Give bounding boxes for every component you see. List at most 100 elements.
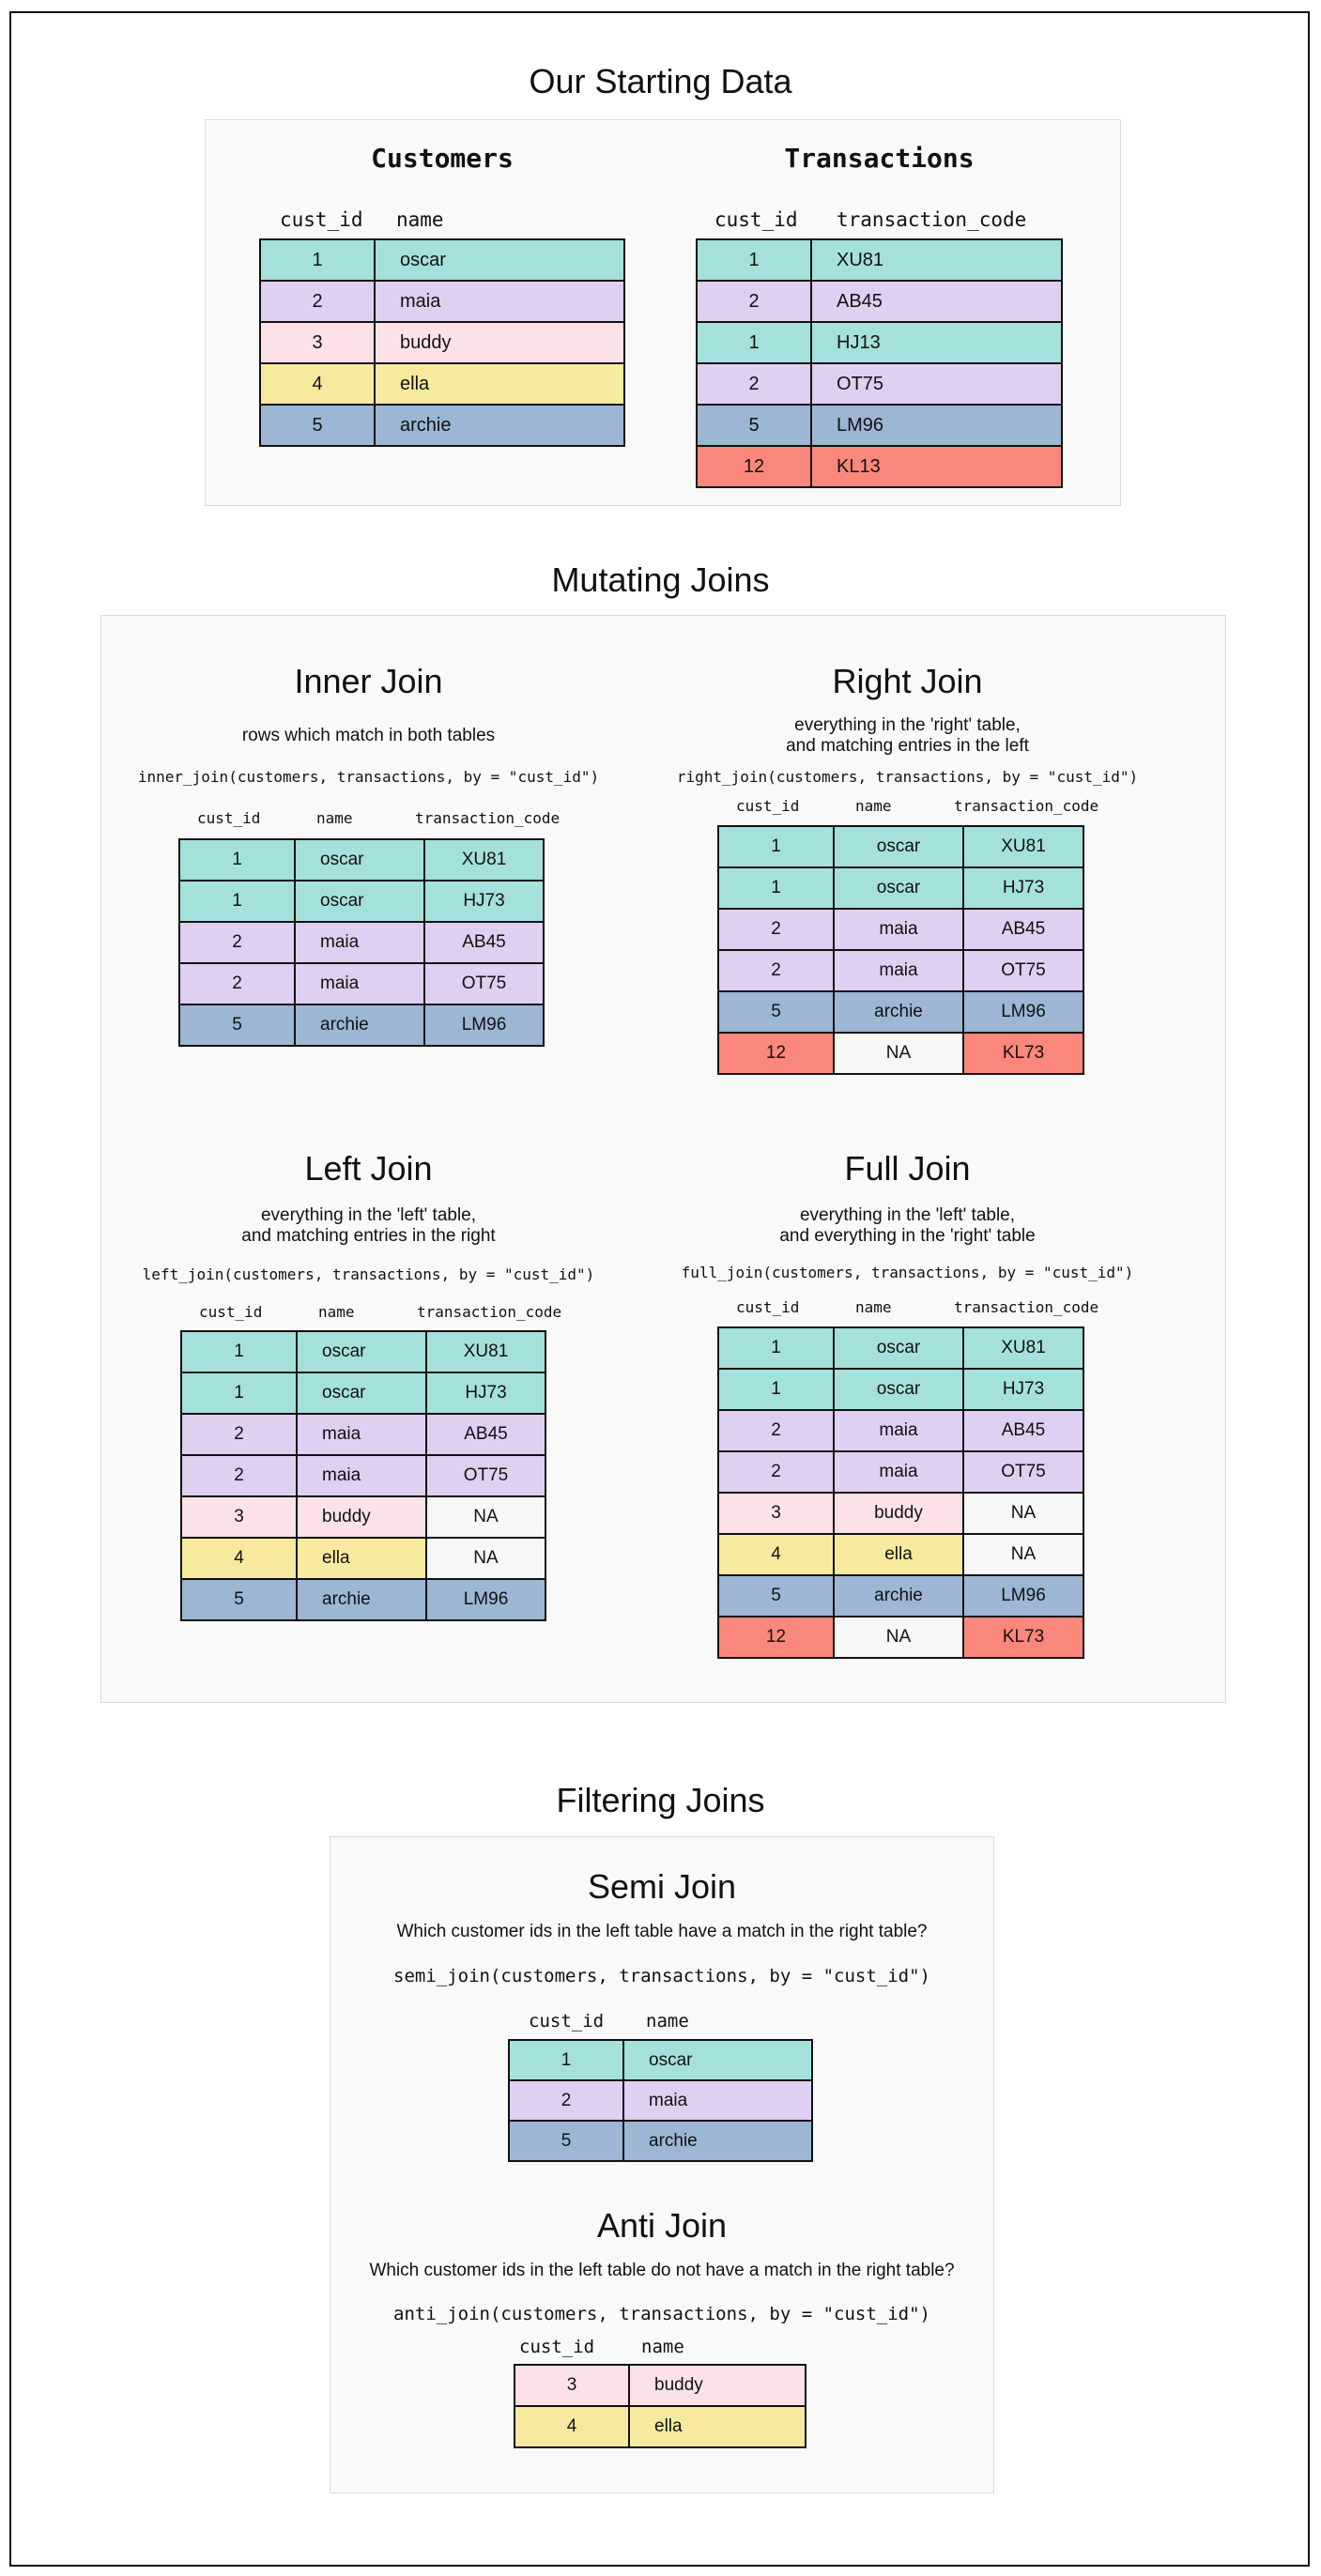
full-join-code: full_join(customers, transactions, by = … xyxy=(681,1264,1134,1281)
table-cell: HJ73 xyxy=(962,1370,1083,1409)
table-row: 4 ella xyxy=(261,362,623,404)
table-cell: NA xyxy=(833,1618,962,1657)
table-cell: NA xyxy=(425,1497,545,1537)
table-cell: XU81 xyxy=(423,840,543,880)
right-join-code: right_join(customers, transactions, by =… xyxy=(676,768,1139,786)
table-cell: OT75 xyxy=(423,964,543,1004)
table-row: 2 OT75 xyxy=(698,362,1061,404)
table-row: 1 oscar HJ73 xyxy=(180,880,543,921)
table-cell: 2 xyxy=(719,910,833,949)
left-join-desc-line: and matching entries in the right xyxy=(241,1226,496,1246)
full-join-table-header-transaction-code: transaction_code xyxy=(954,1298,1099,1316)
table-cell: LM96 xyxy=(962,992,1083,1032)
left-join-table-header-name: name xyxy=(318,1303,355,1321)
left-join-table-grid: 1 oscar XU81 1 oscar HJ73 2 maia AB45 2 maia OT75 3 b… xyxy=(180,1330,546,1621)
table-cell: 12 xyxy=(698,447,810,486)
table-cell: 2 xyxy=(180,923,294,962)
right-join-desc-line: everything in the 'right' table, xyxy=(794,715,1021,735)
table-row: 3 buddy xyxy=(515,2366,805,2405)
table-row: 4 ella xyxy=(515,2405,805,2446)
table-cell: 1 xyxy=(719,1328,833,1368)
left-join-code: left_join(customers, transactions, by = … xyxy=(142,1265,595,1283)
table-cell: buddy xyxy=(628,2366,805,2405)
table-cell: NA xyxy=(833,1034,962,1073)
table-cell: archie xyxy=(296,1580,425,1619)
table-cell: 1 xyxy=(510,2041,622,2079)
table-row: 1 oscar HJ73 xyxy=(719,866,1083,908)
table-cell: XU81 xyxy=(810,240,1061,280)
right-join-desc-line: and matching entries in the left xyxy=(786,736,1029,756)
table-cell: maia xyxy=(833,910,962,949)
table-cell: NA xyxy=(962,1535,1083,1574)
table-cell: oscar xyxy=(296,1373,425,1413)
table-cell: oscar xyxy=(833,1370,962,1409)
table-cell: 5 xyxy=(719,1576,833,1616)
table-row: 5 archie LM96 xyxy=(719,1574,1083,1616)
table-cell: 1 xyxy=(180,882,294,921)
semi-join-title: Semi Join xyxy=(587,1867,737,1906)
table-row: 12 NA KL73 xyxy=(719,1032,1083,1073)
table-cell: 2 xyxy=(261,282,374,321)
semi-join-desc-line: Which customer ids in the left table hav… xyxy=(396,1922,928,1941)
table-cell: 2 xyxy=(182,1456,296,1495)
inner-join-desc-line: rows which match in both tables xyxy=(241,726,496,745)
anti-join-table-header-name: name xyxy=(641,2337,684,2357)
table-cell: 1 xyxy=(180,840,294,880)
table-row: 12 NA KL73 xyxy=(719,1616,1083,1657)
full-join-table-grid: 1 oscar XU81 1 oscar HJ73 2 maia AB45 2 maia OT75 3 b… xyxy=(717,1326,1084,1659)
customers-table-grid: 1 oscar 2 maia 3 buddy 4 ella 5 archie xyxy=(259,238,625,447)
table-cell: maia xyxy=(296,1456,425,1495)
table-cell: KL73 xyxy=(962,1034,1083,1073)
transactions-table-title: Transactions xyxy=(784,143,975,174)
right-join-description: everything in the 'right' table, and mat… xyxy=(680,715,1135,757)
table-row: 2 AB45 xyxy=(698,280,1061,321)
table-cell: 2 xyxy=(719,1452,833,1492)
table-cell: 2 xyxy=(719,951,833,990)
full-join-description: everything in the 'left' table, and ever… xyxy=(680,1205,1135,1247)
table-cell: archie xyxy=(374,406,623,445)
table-row: 1 oscar XU81 xyxy=(180,840,543,880)
table-cell: archie xyxy=(833,1576,962,1616)
table-cell: LM96 xyxy=(810,406,1061,445)
table-cell: KL73 xyxy=(962,1618,1083,1657)
right-join-table-grid: 1 oscar XU81 1 oscar HJ73 2 maia AB45 2 maia OT75 5 a… xyxy=(717,825,1084,1075)
table-cell: 2 xyxy=(182,1415,296,1454)
table-cell: 3 xyxy=(261,323,374,362)
table-cell: 12 xyxy=(719,1618,833,1657)
table-cell: maia xyxy=(374,282,623,321)
table-cell: archie xyxy=(833,992,962,1032)
table-cell: 5 xyxy=(182,1580,296,1619)
table-cell: NA xyxy=(425,1539,545,1578)
inner-join-description: rows which match in both tables xyxy=(178,726,559,746)
table-row: 4 ella NA xyxy=(182,1537,545,1578)
full-join-desc-line: everything in the 'left' table, xyxy=(799,1205,1016,1225)
table-cell: 4 xyxy=(182,1539,296,1578)
table-cell: NA xyxy=(962,1494,1083,1533)
table-cell: 1 xyxy=(698,240,810,280)
table-cell: archie xyxy=(622,2122,811,2160)
semi-join-table-grid: 1 oscar 2 maia 5 archie xyxy=(508,2039,813,2162)
anti-join-desc-line: Which customer ids in the left table do … xyxy=(369,2261,955,2280)
transactions-table-header-transaction-code: transaction_code xyxy=(837,208,1027,231)
table-cell: LM96 xyxy=(425,1580,545,1619)
table-cell: 2 xyxy=(719,1411,833,1450)
table-cell: XU81 xyxy=(962,827,1083,866)
section-title-starting-data: Our Starting Data xyxy=(529,62,792,100)
table-row: 1 oscar xyxy=(261,240,623,280)
left-join-desc-line: everything in the 'left' table, xyxy=(260,1205,477,1225)
table-row: 1 oscar xyxy=(510,2041,811,2079)
table-cell: 2 xyxy=(180,964,294,1004)
table-cell: OT75 xyxy=(962,951,1083,990)
table-cell: 1 xyxy=(719,1370,833,1409)
table-row: 5 archie LM96 xyxy=(719,990,1083,1032)
table-cell: maia xyxy=(622,2081,811,2120)
table-row: 1 XU81 xyxy=(698,240,1061,280)
full-join-table-header-name: name xyxy=(855,1298,892,1316)
table-cell: 2 xyxy=(510,2081,622,2120)
table-row: 2 maia AB45 xyxy=(719,1409,1083,1450)
semi-join-code: semi_join(customers, transactions, by = … xyxy=(393,1966,930,1986)
table-cell: 12 xyxy=(719,1034,833,1073)
customers-table-header-cust-id: cust_id xyxy=(280,208,363,231)
table-row: 1 oscar XU81 xyxy=(182,1332,545,1372)
inner-join-table-header-cust-id: cust_id xyxy=(197,809,261,827)
